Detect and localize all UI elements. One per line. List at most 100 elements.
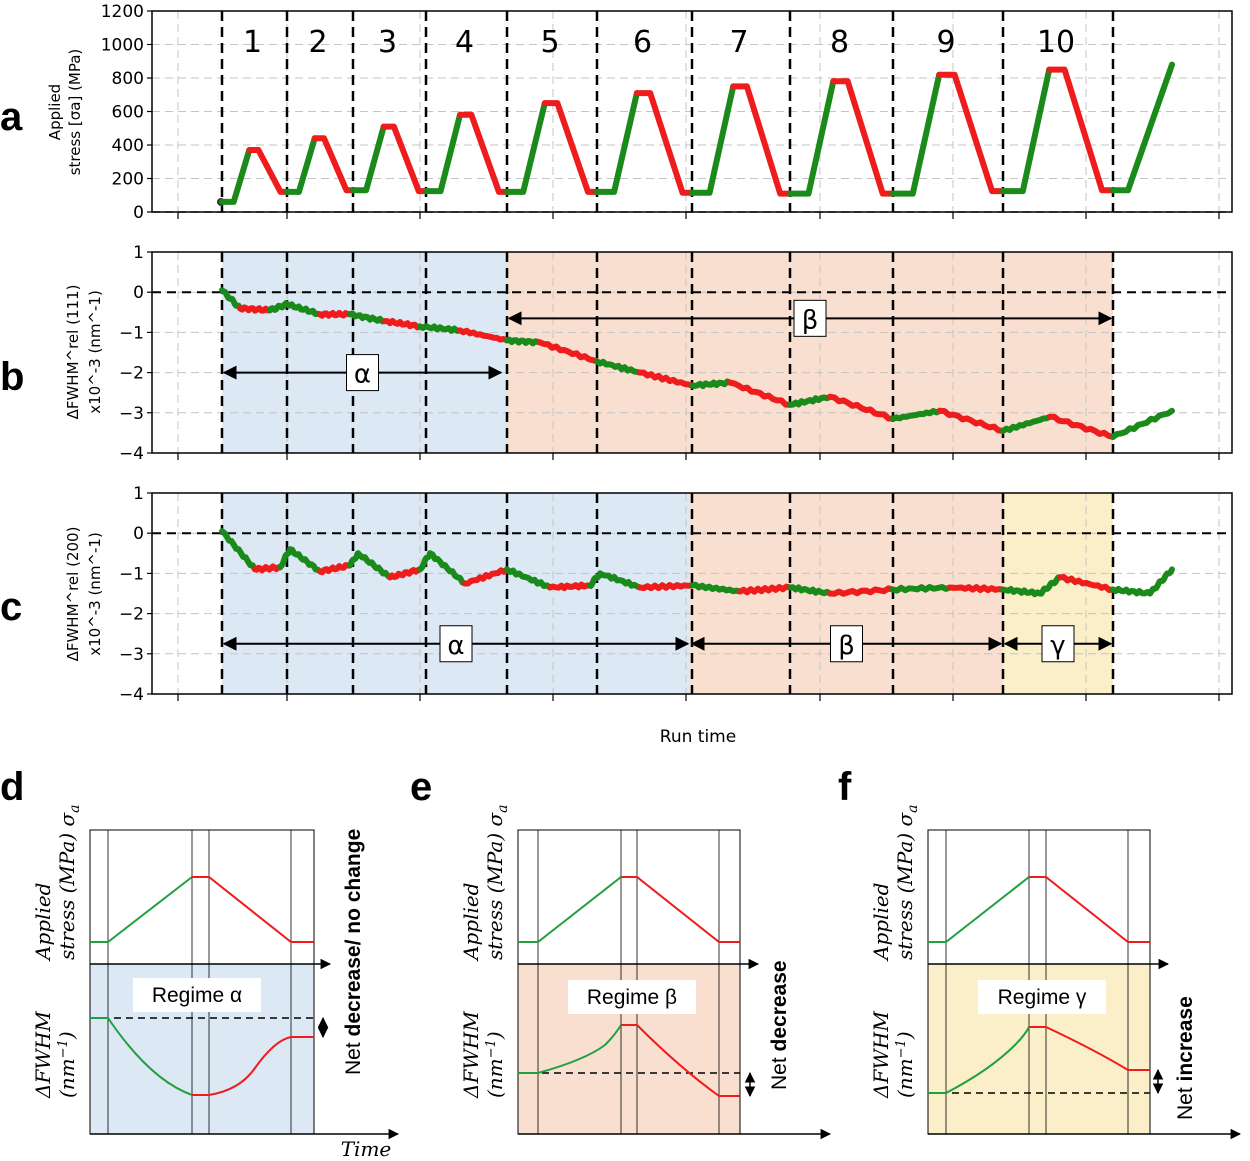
chart-b-trace-seg [237, 304, 273, 314]
chart-b-trace-seg [382, 318, 423, 331]
chart-c-regime-beta-label-box [830, 625, 863, 663]
chart-c-trace-seg [737, 583, 793, 596]
chart-c-regime-alpha-label: α [447, 631, 464, 661]
chart-a-frame [151, 10, 1233, 213]
chart-b-regime-alpha-label: α [354, 360, 371, 390]
chart-b-regime-beta-label-box [793, 299, 827, 337]
chart-a-loading-3 [350, 123, 387, 194]
chart-c-trace-seg [317, 562, 353, 576]
chart-c-trace-seg [689, 581, 743, 595]
chart-c-ylabel-line2: x10^-3 (nm^-1) [86, 532, 104, 656]
schematic-f: Regime γ Net increase [927, 829, 1242, 1140]
chart-a-unloading-8 [830, 78, 896, 197]
chart-b-trace-seg [317, 309, 353, 319]
chart-a-ylabel-line1: Applied [46, 84, 64, 140]
chart-b-ytick-label: −2 [119, 364, 144, 384]
chart-c-trace-seg [947, 584, 1006, 594]
chart-b-ytick-label: 1 [133, 243, 144, 263]
chart-a-unloading-5 [541, 100, 600, 195]
time-label: Time [341, 1137, 392, 1161]
chart-a-unloading-9 [936, 71, 1006, 195]
chart-a-loading-4 [423, 111, 463, 195]
regime-label-d: Regime α [152, 984, 242, 1007]
svg-text:(nm−1): (nm−1) [55, 1031, 79, 1098]
chart-c-fwhm-200: 1 0 −1 −2 −3 −4 α β γ [119, 484, 1233, 705]
chart-c-regime-gamma-label-box [1041, 625, 1075, 663]
regime-label-f: Regime γ [998, 986, 1087, 1009]
cycle-label-6: 6 [633, 25, 652, 60]
schematic-d-ylabel-top: Applied stress (MPa) σa [31, 804, 83, 962]
chart-b-regime-alpha-bg [222, 252, 507, 453]
chart-c-regime-gamma-label: γ [1050, 631, 1065, 661]
net-text-d: Net decrease/ no change [342, 829, 365, 1075]
cycle-label-1: 1 [243, 25, 262, 60]
chart-c-trace-seg [355, 550, 393, 581]
chart-c-trace-seg [1110, 585, 1153, 597]
chart-c-ytick-label: 1 [133, 484, 144, 504]
chart-a-ytick-label: 1000 [101, 36, 144, 56]
chart-b-trace-seg [827, 393, 896, 422]
svg-text:(nm−1): (nm−1) [483, 1031, 507, 1098]
svg-text:stress (MPa) σa: stress (MPa) σa [483, 804, 511, 960]
chart-c-trace-seg [787, 584, 833, 597]
chart-a-ytick-label: 200 [112, 170, 144, 190]
chart-a-loading-5 [504, 100, 548, 195]
chart-c-trace-seg [427, 550, 468, 587]
chart-c-trace-seg [1000, 586, 1043, 598]
chart-a-ytick-label: 400 [112, 136, 144, 156]
chart-c-trace-seg [252, 563, 283, 574]
chart-a-ytick-label: 800 [112, 69, 144, 89]
chart-b-trace-seg [219, 287, 243, 312]
chart-b-trace-seg [457, 327, 510, 344]
chart-c-trace-seg [587, 570, 603, 589]
svg-text:ΔFWHM: ΔFWHM [459, 1011, 483, 1099]
cycle-label-9: 9 [936, 25, 955, 60]
regime-label-e-box [568, 980, 696, 1014]
chart-b-trace-seg [1110, 407, 1175, 440]
chart-a-ytick-label: 1200 [101, 2, 144, 22]
chart-c-regime-alpha-label-box [439, 625, 473, 663]
schematic-d: Regime α Time Net decrease/ no change [89, 829, 400, 1161]
chart-b-ylabel-line2: x10^-3 (nm^-1) [86, 290, 104, 414]
chart-c-frame [151, 492, 1233, 695]
cycle-label-3: 3 [378, 25, 397, 60]
chart-c-trace-seg [827, 585, 896, 597]
chart-a-loading-10 [1000, 66, 1053, 195]
chart-c-regime-beta-label: β [838, 631, 855, 661]
regime-label-d-box [133, 978, 261, 1012]
chart-b-trace-seg [284, 301, 323, 318]
chart-c-trace-seg [547, 581, 593, 592]
chart-c-ytick-label: −3 [119, 645, 144, 665]
chart-c-trace-seg [637, 582, 695, 592]
svg-text:stress (MPa) σa: stress (MPa) σa [55, 804, 83, 960]
regime-label-f-box [978, 980, 1106, 1014]
chart-b-trace-seg [890, 407, 943, 422]
chart-c-ylabel: ΔFWHM^rel (200) x10^-3 (nm^-1) [64, 527, 104, 662]
svg-text:ΔFWHM: ΔFWHM [31, 1011, 55, 1099]
chart-a-loading-1 [219, 147, 253, 205]
chart-c-trace-seg [1037, 574, 1063, 597]
chart-b-ylabel: ΔFWHM^rel (111) x10^-3 (nm^-1) [64, 285, 104, 420]
chart-b-regime-alpha-label-box [346, 354, 379, 392]
chart-c-xlabel: Run time [660, 727, 736, 747]
chart-a-unloading-4 [457, 111, 510, 195]
chart-c-trace-seg [219, 528, 258, 573]
chart-c-trace-seg [890, 584, 953, 594]
chart-b-ytick-label: −3 [119, 404, 144, 424]
chart-a-unloading-3 [380, 123, 429, 195]
cycle-label-2: 2 [308, 25, 327, 60]
schematic-d-ylabel-bottom: ΔFWHM (nm−1) [31, 1011, 79, 1099]
svg-text:Applied: Applied [31, 883, 55, 962]
chart-b-trace-seg [347, 310, 388, 325]
chart-c-ylabel-line1: ΔFWHM^rel (200) [64, 527, 82, 662]
chart-c-trace-seg [1147, 566, 1175, 597]
chart-b-regime-beta-bg [507, 252, 1113, 453]
svg-text:Applied: Applied [869, 883, 893, 962]
chart-c-ytick-label: −1 [119, 564, 144, 584]
panel-letter-b: b [0, 355, 24, 399]
regime-label-e: Regime β [587, 986, 677, 1009]
chart-b-ytick-label: −4 [119, 444, 144, 464]
chart-b-trace-seg [537, 339, 600, 365]
svg-text:Applied: Applied [459, 883, 483, 962]
